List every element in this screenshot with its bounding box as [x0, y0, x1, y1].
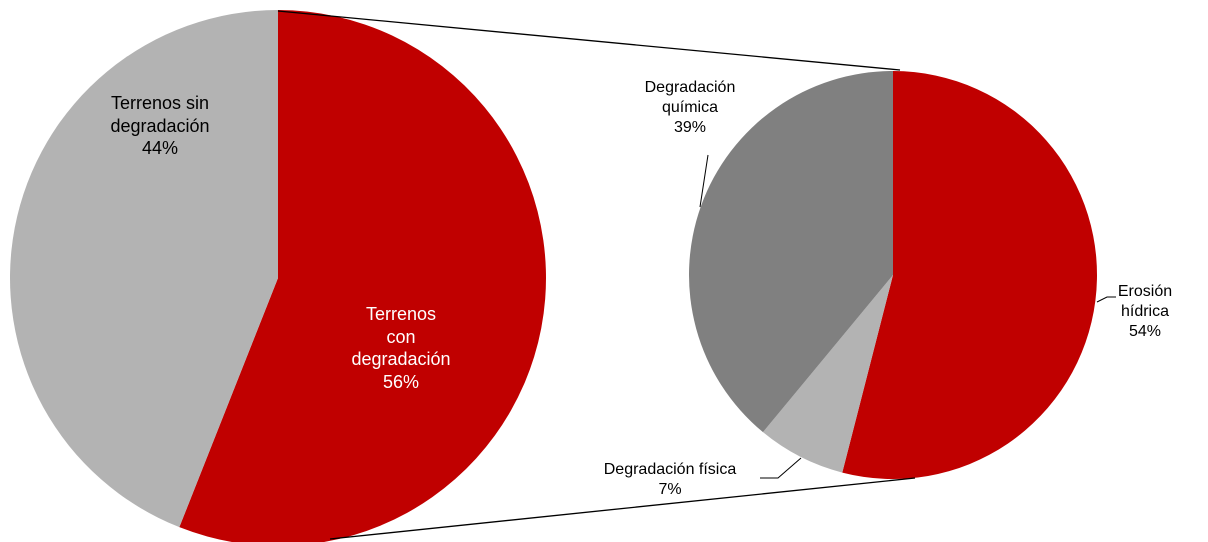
- slice-label: Degradación química 39%: [625, 78, 755, 138]
- pie-slice: [10, 10, 278, 528]
- pie-slice: [179, 10, 546, 542]
- pie-slice: [762, 275, 893, 473]
- value-label: 7%: [658, 481, 682, 498]
- category-label: Degradación física: [603, 461, 737, 478]
- leader-line: [1096, 296, 1116, 303]
- value-label: 54%: [1128, 323, 1162, 340]
- connector-line: [329, 477, 916, 540]
- leader-line: [699, 154, 709, 208]
- pie-slice: [842, 71, 1097, 479]
- category-label: Terrenos con degradación: [351, 304, 451, 369]
- slice-label: Erosión hídrica 54%: [1110, 282, 1180, 342]
- slice-label: Terrenos sin degradación 44%: [95, 92, 225, 160]
- category-label: Terrenos sin degradación: [110, 93, 210, 136]
- leader-line: [760, 457, 802, 479]
- connector-line: [277, 10, 901, 71]
- value-label: 56%: [382, 371, 420, 392]
- slice-label: Terrenos con degradación 56%: [350, 303, 452, 393]
- slices: [10, 10, 1097, 542]
- value-label: 39%: [673, 119, 707, 136]
- category-label: Degradación química: [644, 79, 736, 116]
- value-label: 44%: [141, 138, 179, 158]
- slice-label: Degradación física 7%: [570, 460, 770, 500]
- pie-slice: [689, 71, 893, 433]
- category-label: Erosión hídrica: [1117, 283, 1173, 320]
